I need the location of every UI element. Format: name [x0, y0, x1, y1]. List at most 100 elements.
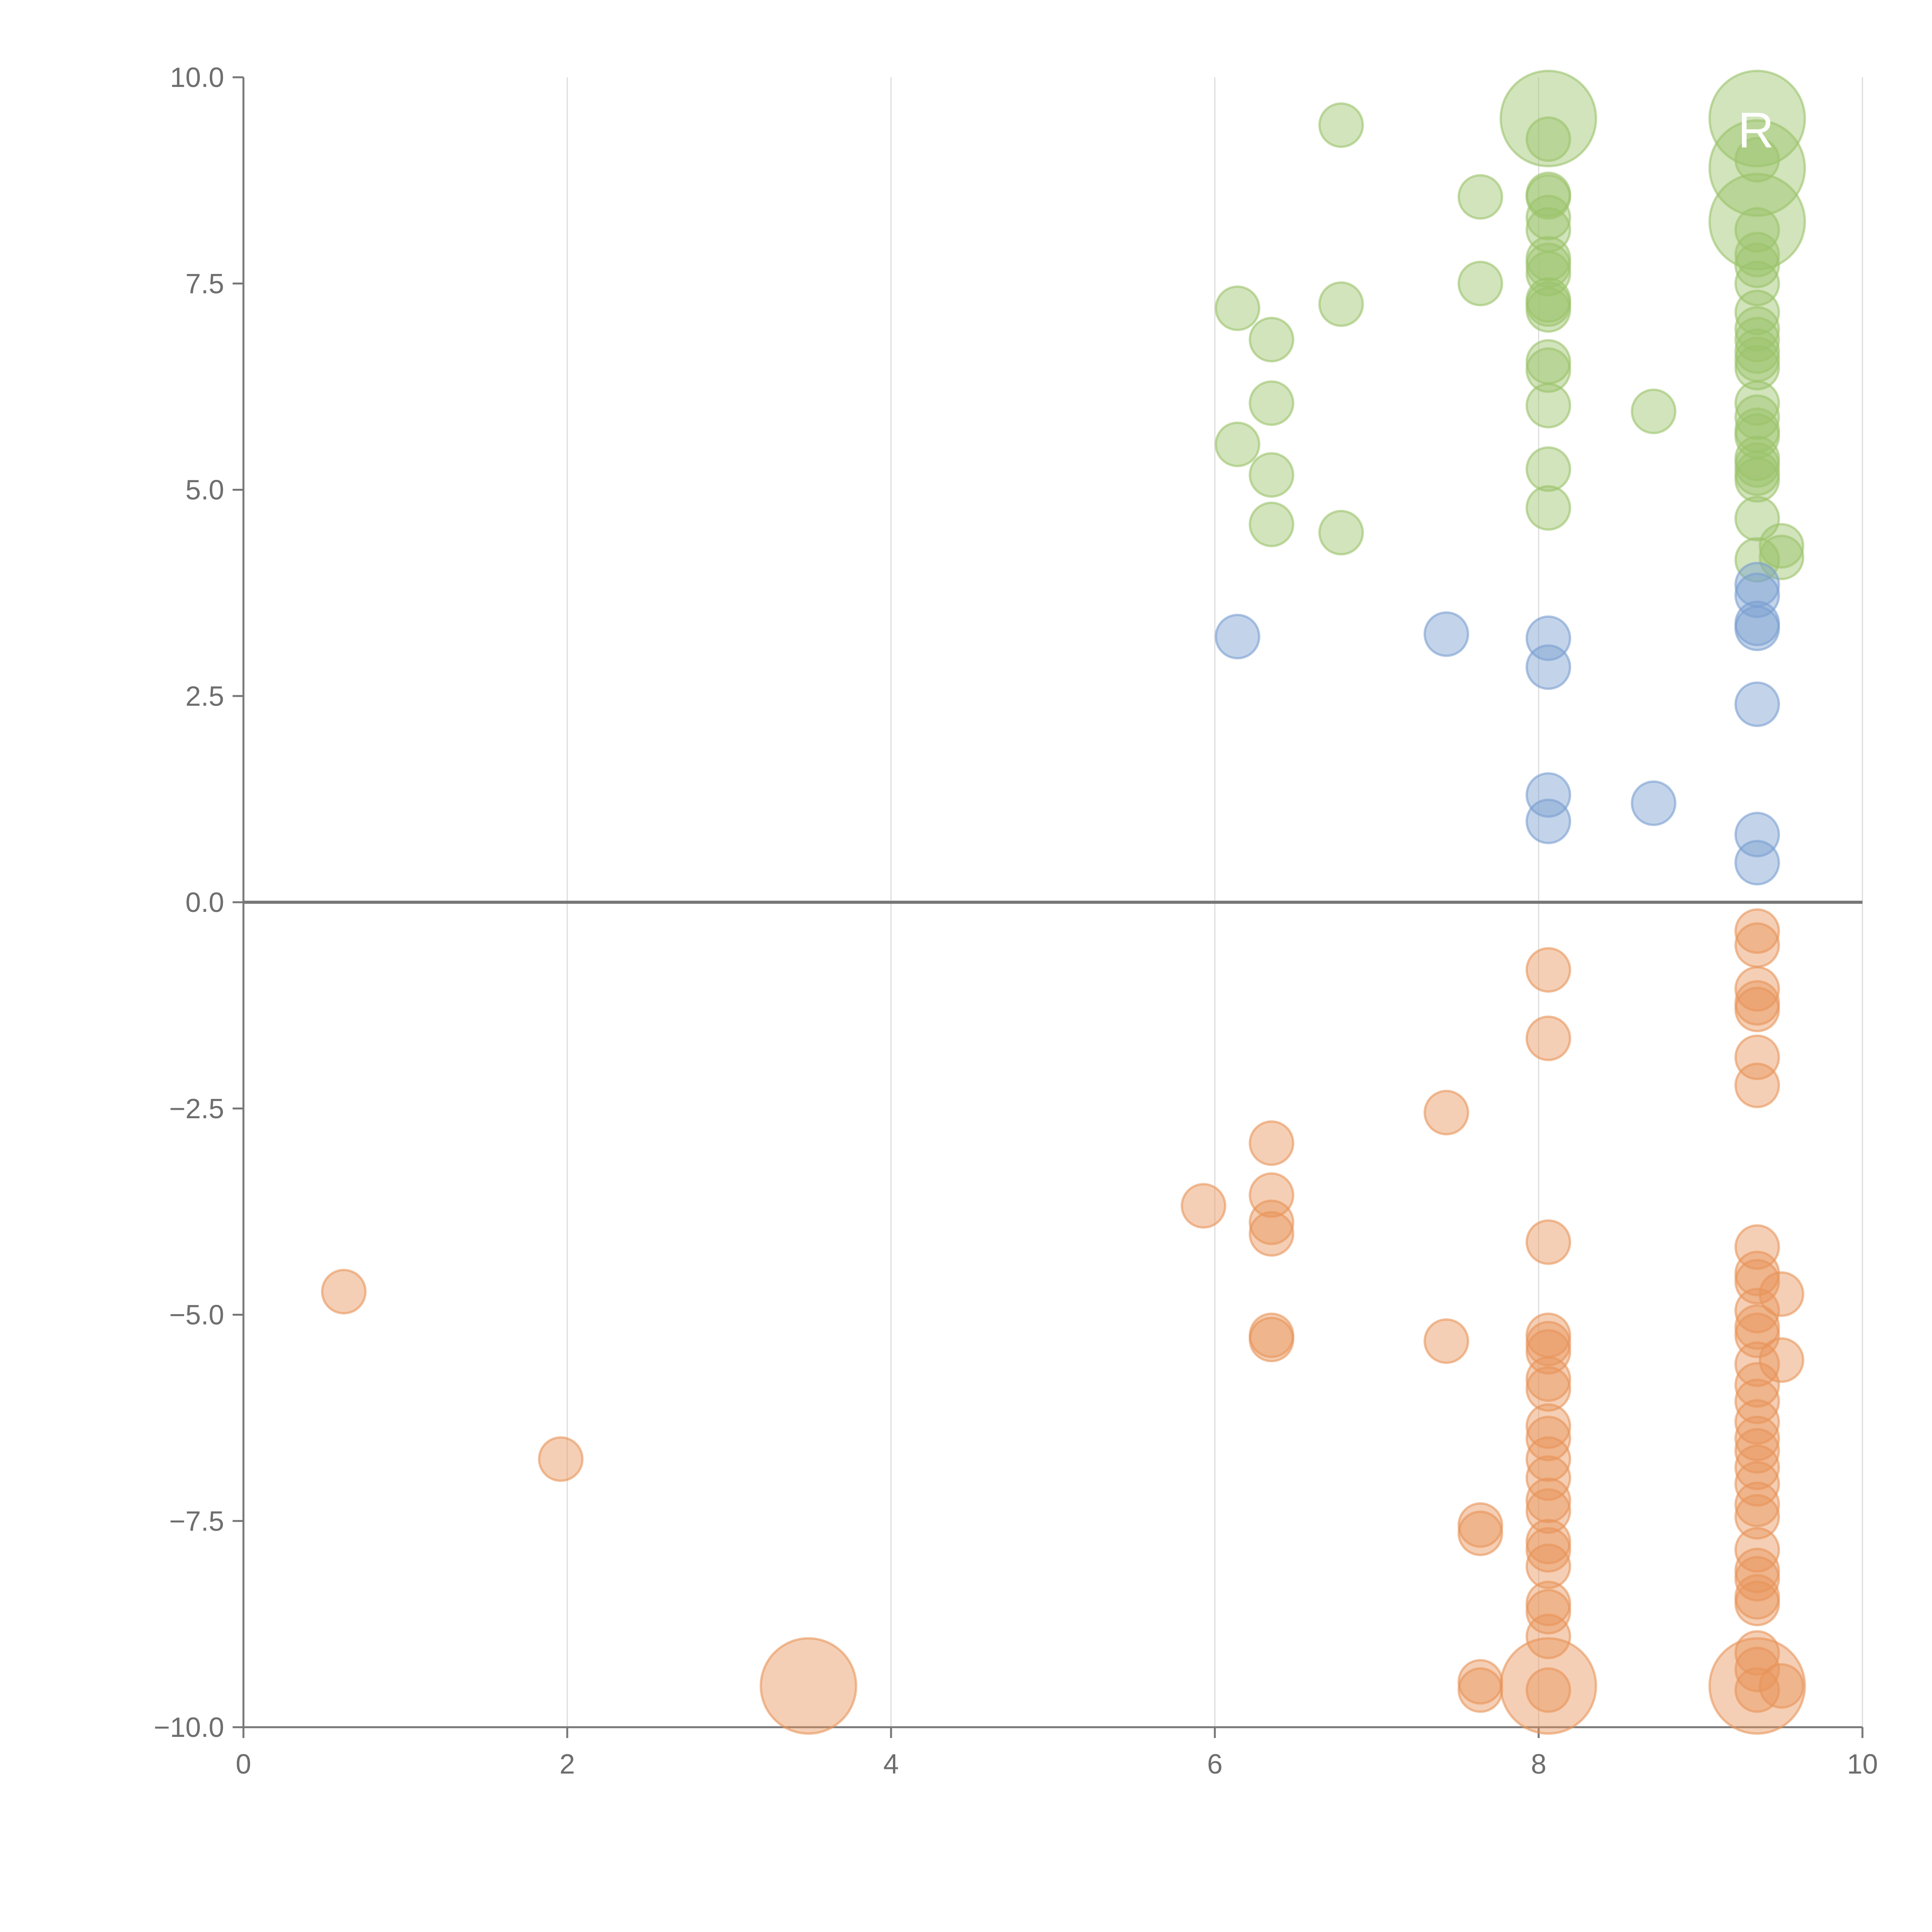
y-tick-label: 2.5 — [185, 681, 224, 712]
orange-point — [1526, 1589, 1571, 1635]
green-point — [1734, 137, 1780, 183]
orange-point — [1734, 1362, 1780, 1408]
y-tick-label: 10.0 — [170, 62, 224, 93]
green-point — [1526, 116, 1571, 162]
y-tick-label: −7.5 — [169, 1506, 224, 1537]
x-tick-label: 0 — [236, 1749, 251, 1780]
axes: 0 2 4 6 8 10 −10.0 −7.5 −5.0 −2.5 0.0 2.5 5.0 7.5 10.0 — [154, 62, 1878, 1780]
orange-point — [1248, 1316, 1294, 1362]
blue-point — [1734, 840, 1780, 886]
green-point — [1708, 173, 1806, 270]
x-tick-label: 4 — [883, 1749, 899, 1780]
orange-point — [1526, 1477, 1571, 1523]
green-point — [1526, 194, 1571, 240]
green-point — [1734, 345, 1780, 391]
orange-point — [1526, 1436, 1571, 1482]
orange-point — [1526, 1543, 1571, 1589]
green-point — [1734, 207, 1780, 253]
orange-point — [1526, 1614, 1571, 1660]
green-point — [1734, 380, 1780, 426]
green-point — [1214, 285, 1260, 331]
orange-point — [1759, 1663, 1804, 1709]
blue-point — [1734, 605, 1780, 651]
orange-point — [1734, 1034, 1780, 1080]
orange-point — [1526, 1329, 1571, 1375]
blue-point — [1526, 798, 1571, 844]
green-point — [1318, 281, 1364, 327]
orange-point — [1734, 1556, 1780, 1602]
green-point — [1214, 422, 1260, 468]
orange-point — [1734, 908, 1780, 954]
orange-point — [1499, 1637, 1597, 1735]
orange-point — [1526, 1527, 1571, 1573]
blue-point — [1526, 644, 1571, 690]
orange-point — [1248, 1211, 1294, 1257]
green-point — [1734, 289, 1780, 335]
green-point — [1631, 388, 1677, 434]
annotation-label: R — [1738, 102, 1774, 158]
green-point — [1526, 383, 1571, 429]
x-tick-label: 6 — [1207, 1749, 1223, 1780]
blue-point — [1214, 614, 1260, 660]
orange-point — [1734, 1444, 1780, 1490]
y-tick-label: −2.5 — [169, 1094, 224, 1124]
orange-point — [1734, 1062, 1780, 1108]
data-points — [321, 70, 1806, 1735]
green-point — [1458, 174, 1503, 220]
green-point — [1526, 287, 1571, 333]
green-point — [1526, 347, 1571, 393]
green-point — [1734, 242, 1780, 288]
orange-point — [1526, 1015, 1571, 1061]
orange-point — [1708, 1637, 1806, 1735]
green-point — [1526, 446, 1571, 492]
green-point — [1708, 119, 1806, 217]
orange-point — [1734, 922, 1780, 968]
x-tick-label: 8 — [1531, 1749, 1546, 1780]
orange-point — [1759, 1337, 1804, 1383]
blue-point — [1734, 572, 1780, 618]
orange-point — [321, 1269, 367, 1315]
green-point — [1734, 457, 1780, 503]
blue-point — [1423, 611, 1469, 657]
x-tick-label: 2 — [560, 1749, 575, 1780]
orange-point — [1248, 1120, 1294, 1166]
green-point — [1734, 394, 1780, 440]
orange-point — [1248, 1199, 1294, 1245]
orange-point — [1526, 1356, 1571, 1402]
y-tick-label: 5.0 — [185, 475, 224, 506]
orange-point — [1734, 1428, 1780, 1474]
orange-point — [1423, 1318, 1469, 1364]
orange-point — [760, 1637, 857, 1735]
orange-point — [1734, 1494, 1780, 1540]
green-point — [1318, 102, 1364, 148]
orange-point — [1526, 1403, 1571, 1449]
orange-point — [1248, 1172, 1294, 1218]
y-tick-label: −10.0 — [154, 1712, 224, 1743]
orange-point — [1734, 1630, 1780, 1676]
green-point — [1248, 452, 1294, 498]
y-tick-label: 0.0 — [185, 887, 224, 918]
green-point — [1526, 485, 1571, 531]
y-tick-label: −5.0 — [169, 1300, 224, 1331]
orange-point — [1734, 1667, 1780, 1713]
orange-point — [1458, 1667, 1503, 1713]
x-tick-label: 10 — [1847, 1749, 1878, 1780]
orange-point — [1734, 1287, 1780, 1333]
orange-point — [1423, 1090, 1469, 1136]
orange-point — [1734, 1580, 1780, 1626]
green-point — [1248, 502, 1294, 548]
blue-point — [1526, 772, 1571, 818]
orange-point — [1526, 947, 1571, 993]
green-point — [1248, 316, 1294, 362]
orange-point — [1734, 986, 1780, 1032]
green-point — [1708, 70, 1806, 167]
orange-point — [1180, 1183, 1226, 1229]
green-point — [1248, 380, 1294, 426]
orange-point — [1734, 1224, 1780, 1270]
orange-point — [1526, 1219, 1571, 1265]
green-point — [1734, 316, 1780, 362]
green-point — [1759, 523, 1804, 569]
blue-point — [1631, 780, 1677, 826]
